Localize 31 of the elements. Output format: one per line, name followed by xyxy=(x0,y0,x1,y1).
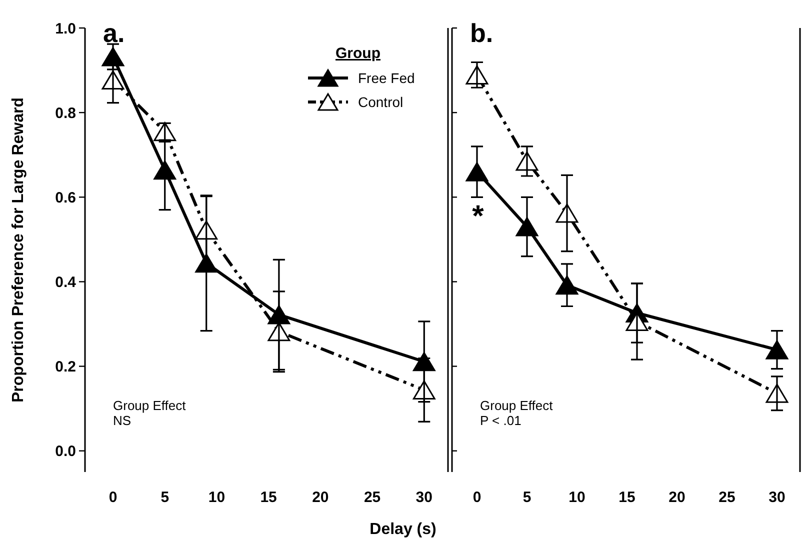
chart-title: a. xyxy=(103,18,125,48)
y-tick-label: 0.2 xyxy=(55,358,76,376)
point xyxy=(154,122,176,142)
legend-title: Group xyxy=(336,45,380,62)
x-tick-label: 10 xyxy=(208,489,226,506)
x-tick-label: 25 xyxy=(718,489,736,506)
annotation: Group Effect NS xyxy=(113,398,186,428)
x-tick-label: 15 xyxy=(618,489,636,506)
x-tick-label: 30 xyxy=(768,489,786,506)
x-tick-label: 30 xyxy=(416,489,432,506)
y-tick-label: 1.0 xyxy=(55,20,76,38)
x-tick-label: 15 xyxy=(260,489,277,506)
y-tick-label: 0.8 xyxy=(55,104,76,122)
x-tick-label: 5 xyxy=(160,489,170,506)
y-tick-label: 0.6 xyxy=(55,189,76,206)
x-tick-label: 10 xyxy=(568,489,586,506)
x-tick-label: 0 xyxy=(472,489,482,506)
x-axis-title: Delay (s) xyxy=(370,521,436,538)
y-tick-label: 0.4 xyxy=(55,274,77,291)
x-tick-label: 20 xyxy=(312,489,329,506)
legend-label: Control xyxy=(358,94,404,110)
legend-label: Free Fed xyxy=(358,70,415,86)
chart-title: b. xyxy=(470,18,494,48)
y-axis-title: Proportion Preference for Large Reward xyxy=(10,98,27,402)
x-tick-label: 5 xyxy=(522,489,532,506)
annotation: Group Effect P < .01 xyxy=(480,398,554,428)
x-tick-label: 20 xyxy=(668,489,686,506)
y-tick-label: 0.0 xyxy=(55,443,76,460)
annotation: * xyxy=(472,200,484,233)
x-tick-label: 0 xyxy=(108,489,118,506)
x-tick-label: 25 xyxy=(364,489,381,506)
